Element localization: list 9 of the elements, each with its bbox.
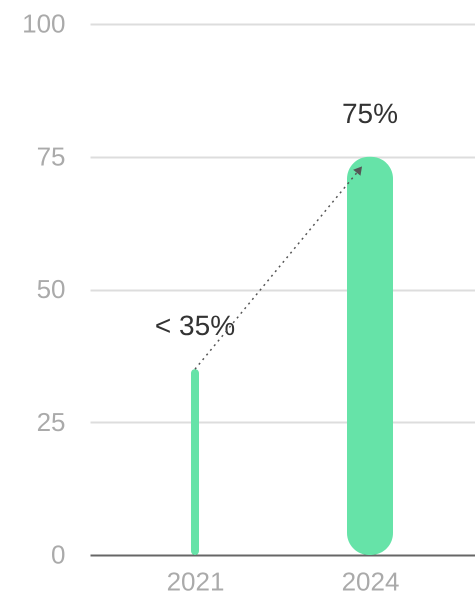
x-tick-label: 2024 bbox=[342, 566, 400, 596]
data-label: 75% bbox=[342, 98, 398, 129]
y-tick-label: 100 bbox=[22, 8, 66, 38]
y-tick-label: 0 bbox=[51, 540, 66, 570]
y-tick-label: 75 bbox=[36, 141, 66, 172]
y-tick-label: 25 bbox=[36, 406, 66, 437]
x-tick-label: 2021 bbox=[166, 566, 224, 596]
y-tick-label: 50 bbox=[36, 274, 66, 304]
data-label: < 35% bbox=[154, 310, 236, 342]
